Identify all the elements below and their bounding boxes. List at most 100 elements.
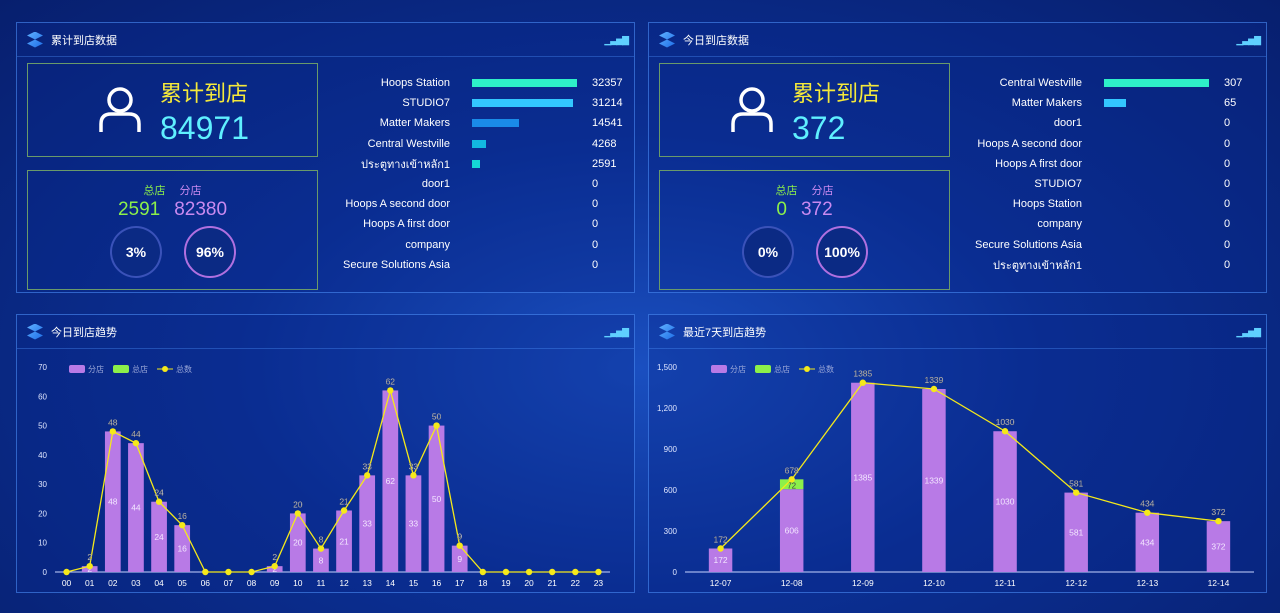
weekly-trend-panel: 最近7天到店趋势 ▁▃▅▇ 0 300 600 900 1,200 1,500 12-07 172… [648,314,1267,593]
legend-label[interactable]: 总数 [176,364,192,374]
total-point[interactable] [1215,517,1222,525]
branch-bar[interactable] [1206,521,1231,572]
branch-bar[interactable] [336,510,352,573]
total-point[interactable] [155,498,163,505]
total-point[interactable] [1072,489,1080,496]
store-bar-track [472,139,582,148]
chart-svg: 0102030405060700001202480344042405160607… [38,363,610,588]
total-point[interactable] [363,472,371,479]
hq-bar[interactable] [779,479,804,490]
branch-bar[interactable] [451,545,468,572]
y-tick-label: 60 [38,392,47,401]
branch-bar[interactable] [922,389,946,572]
total-point[interactable] [1144,509,1151,516]
branch-bar[interactable] [405,475,422,572]
x-tick-label: 12-11 [995,578,1016,588]
y-tick-label: 70 [38,363,47,372]
branch-bar[interactable] [104,431,121,572]
store-bar-track [472,241,582,249]
store-row: Hoops Station 0 [959,194,1269,214]
total-point[interactable] [63,568,70,576]
total-point[interactable] [340,507,348,514]
branch-bar[interactable] [428,425,445,572]
total-point[interactable] [132,439,140,447]
branch-bar-label: 372 [1211,542,1225,552]
total-point[interactable] [225,568,232,576]
branch-bar[interactable] [174,525,191,572]
store-name: door1 [421,178,450,191]
store-bar-track [1104,261,1214,269]
user-icon [99,87,141,132]
branch-bar[interactable] [128,443,144,572]
branch-bar[interactable] [708,548,733,572]
branch-bar[interactable] [851,382,875,572]
branch-bar[interactable] [382,390,399,572]
total-point[interactable] [410,472,417,479]
branch-bar[interactable] [1064,492,1088,572]
y-tick-label: 40 [38,451,47,460]
legend-label[interactable]: 总店 [132,364,148,374]
total-point-label: 33 [409,461,419,471]
branch-bar[interactable] [289,513,306,572]
total-point[interactable] [1001,428,1009,435]
total-point[interactable] [387,387,394,394]
total-point[interactable] [109,428,117,435]
total-point[interactable] [595,568,602,576]
branch-bar-label: 44 [131,503,141,513]
x-tick-label: 12-12 [1065,578,1087,588]
store-ranking-list: Hoops Station 32357 STUDIO7 31214 Matter Mak… [327,73,637,275]
store-value: 0 [592,178,599,191]
total-point[interactable] [548,568,556,576]
panel-header: 累计到店数据 ▁▃▅▇ [17,23,634,57]
total-point[interactable] [717,545,724,552]
total-point[interactable] [248,568,255,576]
total-point[interactable] [433,422,440,429]
total-point[interactable] [788,476,795,483]
legend-label[interactable]: 分店 [730,364,746,374]
total-point[interactable] [456,542,463,549]
branch-bar[interactable] [779,489,804,572]
chart-svg: 0 300 600 900 1,200 1,500 12-07 172 12-08 606 72 12… [657,363,1254,588]
total-line [720,382,1219,549]
total-point-label: 50 [432,412,442,422]
total-point[interactable] [317,545,325,552]
total-point-label: 678 [785,465,799,475]
total-point[interactable] [502,568,510,576]
branch-bar[interactable] [313,548,329,572]
hq-percent-ring: 0% [742,226,794,278]
total-point[interactable] [930,385,938,393]
store-row: Hoops A first door 0 [327,214,637,234]
branch-bar[interactable] [359,475,376,572]
store-name: Secure Solutions Asia [974,238,1082,251]
legend-label[interactable]: 总数 [818,364,834,374]
store-bar-track [472,180,582,188]
total-point[interactable] [479,568,487,576]
legend-label[interactable]: 分店 [88,364,104,374]
total-point[interactable] [859,379,867,386]
x-tick-label: 12-08 [781,578,803,588]
total-point[interactable] [294,510,302,517]
branch-bar-label: 1385 [853,472,872,482]
store-row: STUDIO7 0 [959,174,1269,194]
total-point[interactable] [86,562,93,570]
store-bar-track [472,79,582,88]
total-point[interactable] [572,568,579,576]
panel-header: 最近7天到店趋势 ▁▃▅▇ [649,315,1266,349]
store-name: ประตูทางเข้าหลัก1 [993,259,1082,272]
total-point[interactable] [178,521,186,529]
total-point[interactable] [525,568,533,576]
total-point[interactable] [202,568,209,576]
hq-label: 总店 [775,185,798,197]
store-row: Secure Solutions Asia 0 [327,255,637,275]
store-row: door1 0 [327,174,637,194]
branch-bar[interactable] [993,431,1017,572]
legend-swatch [711,365,727,373]
store-row: STUDIO7 31214 [327,93,637,113]
branch-value: 372 [800,199,833,220]
x-tick-label: 11 [317,578,326,588]
total-point[interactable] [271,562,278,570]
store-value: 0 [592,238,599,251]
legend-label[interactable]: 总店 [774,364,790,374]
branch-bar[interactable] [1135,512,1160,572]
branch-bar[interactable] [151,501,167,572]
